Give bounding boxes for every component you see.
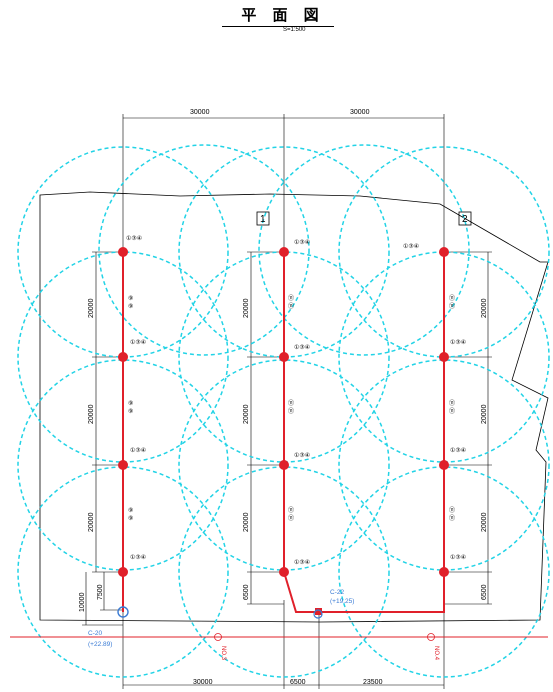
- coverage-circle-2-3: [338, 466, 550, 678]
- label-nine-a-1: ⑨: [128, 400, 133, 407]
- label-top-c2-r3: ①③④: [450, 554, 466, 561]
- dim-bottom-right: 23500: [363, 679, 383, 686]
- dim-top-right: 30000: [350, 109, 370, 116]
- label-nine-a-0: ⑨: [128, 295, 133, 302]
- route-node-0-1: [118, 352, 128, 362]
- dim-mid-3: 20000: [243, 512, 250, 532]
- label-eleven-right-b-0: ⑪: [449, 302, 455, 310]
- node-labels: ①③④①③④①③④①③④①③④①③④①③④①③④①③④①③④①③④①③④⑨⑨⑪⑪…: [126, 235, 466, 566]
- route-node-2-2: [439, 460, 449, 470]
- label-eleven-mid-a-0: ⑪: [288, 294, 294, 302]
- label-top-c2-r1: ①③④: [450, 339, 466, 346]
- dim-left-1: 20000: [88, 298, 95, 318]
- bottom-dimensions: [122, 600, 445, 689]
- dim-bottom-mid: 6500: [290, 679, 306, 686]
- coverage-circle-extra-1: [258, 144, 470, 356]
- marker-no3: [214, 633, 222, 641]
- c22-name: C-22: [330, 589, 344, 596]
- dim-mid-6500: 6500: [243, 584, 250, 600]
- label-eleven-mid-a-1: ⑪: [288, 399, 294, 407]
- left-vertical-dimensions: [82, 251, 123, 626]
- label-top-c0-r0: ①③④: [126, 235, 142, 242]
- dim-mid-1: 20000: [243, 298, 250, 318]
- route-node-1-0: [279, 247, 289, 257]
- label-eleven-right-a-0: ⑪: [449, 294, 455, 302]
- route-node-1-1: [279, 352, 289, 362]
- dim-top-left: 30000: [190, 109, 210, 116]
- label-top-c1-r2: ①③④: [294, 452, 310, 459]
- title-underline: [222, 26, 334, 27]
- route-node-0-3: [118, 567, 128, 577]
- coverage-circle-extra-0: [98, 144, 310, 356]
- dim-right-1: 20000: [481, 298, 488, 318]
- route-node-0-0: [118, 247, 128, 257]
- dim-right-3: 20000: [481, 512, 488, 532]
- route-node-2-0: [439, 247, 449, 257]
- label-eleven-right-b-2: ⑪: [449, 514, 455, 522]
- label-top-c0-r3: ①③④: [130, 554, 146, 561]
- route-node-2-3: [439, 567, 449, 577]
- route-node-2-1: [439, 352, 449, 362]
- no3-label: NO.3: [220, 646, 226, 661]
- scale-label: S=1:500: [283, 27, 306, 33]
- dim-mid-2: 20000: [243, 404, 250, 424]
- label-eleven-right-a-2: ⑪: [449, 506, 455, 514]
- label-top-c2-r0: ①③④: [403, 243, 419, 250]
- box-1: [256, 211, 270, 226]
- label-nine-b-1: ⑨: [128, 408, 133, 415]
- route-node-0-2: [118, 460, 128, 470]
- label-top-c1-r1: ①③④: [294, 344, 310, 351]
- route-lines: [122, 252, 445, 613]
- label-eleven-mid-b-0: ⑪: [288, 302, 294, 310]
- junction-node: [315, 608, 322, 615]
- label-top-c1-r3: ①③④: [294, 559, 310, 566]
- well-c22: [313, 609, 323, 619]
- c20-name: C-20: [88, 630, 102, 637]
- label-nine-a-2: ⑨: [128, 507, 133, 514]
- route-nodes: [118, 247, 449, 615]
- dim-left-2: 20000: [88, 404, 95, 424]
- label-eleven-right-a-1: ⑪: [449, 399, 455, 407]
- label-top-c0-r2: ①③④: [130, 447, 146, 454]
- label-eleven-right-b-1: ⑪: [449, 407, 455, 415]
- dim-left-3: 20000: [88, 512, 95, 532]
- label-top-c1-r0: ①③④: [294, 239, 310, 246]
- route-node-1-3: [279, 567, 289, 577]
- label-nine-b-2: ⑨: [128, 515, 133, 522]
- coverage-circle-0-3: [17, 466, 229, 678]
- dim-left-7500: 7500: [97, 584, 104, 600]
- c20-level: (+22.89): [88, 641, 112, 648]
- box-2: [458, 211, 472, 226]
- no4-label: NO.4: [433, 646, 439, 661]
- well-c20: [117, 606, 129, 618]
- label-nine-b-0: ⑨: [128, 303, 133, 310]
- c22-level: (+19.25): [330, 598, 354, 605]
- dim-left-10000: 10000: [79, 592, 86, 612]
- label-top-c0-r1: ①③④: [130, 339, 146, 346]
- label-top-c2-r2: ①③④: [450, 447, 466, 454]
- dim-right-2: 20000: [481, 404, 488, 424]
- box-1-label: 1: [260, 214, 266, 225]
- label-eleven-mid-b-1: ⑪: [288, 407, 294, 415]
- coverage-circle-1-3: [178, 466, 390, 678]
- marker-no4: [427, 633, 435, 641]
- top-dimensions: [122, 114, 445, 250]
- route-node-1-2: [279, 460, 289, 470]
- label-eleven-mid-b-2: ⑪: [288, 514, 294, 522]
- middle-vertical-dimensions: [247, 251, 284, 605]
- site-boundary: [39, 191, 549, 623]
- label-eleven-mid-a-2: ⑪: [288, 506, 294, 514]
- box-2-label: 2: [462, 214, 468, 225]
- page-title: 平 面 図: [241, 7, 325, 24]
- dim-bottom-left: 30000: [193, 679, 213, 686]
- dim-right-6500: 6500: [481, 584, 488, 600]
